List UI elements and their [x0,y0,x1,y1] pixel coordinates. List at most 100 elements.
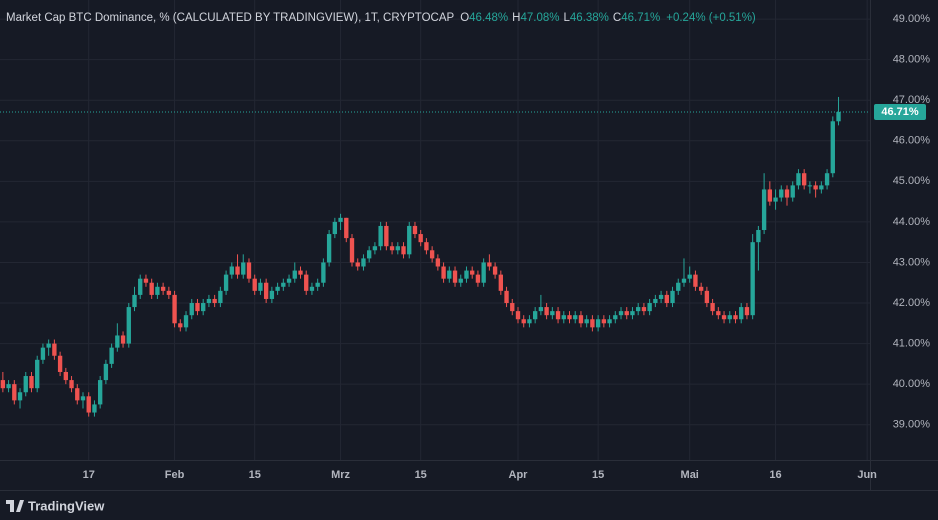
y-tick-label: 44.00% [893,216,931,228]
candle-body [109,347,114,364]
candle-body [195,303,200,312]
candle-body [160,286,166,291]
candle-body [40,347,46,360]
x-tick-label: Apr [509,469,529,481]
candle-body [727,315,732,320]
legend-key: H [512,12,520,24]
candle-body [172,294,177,324]
candle-body [304,274,309,291]
legend-change: +0.24% (+0.51%) [666,12,756,24]
candle-body [166,290,172,295]
candle-body [721,315,727,320]
candle-body [458,278,463,283]
brand-name: TradingView [28,498,105,513]
candle-body [412,225,418,235]
candle-body [223,274,229,291]
candle-body [658,294,664,299]
candle-body [653,298,658,304]
y-tick-label: 49.00% [893,13,931,25]
legend-key: C [613,12,621,24]
candle-body [138,278,143,295]
candle-body [813,185,818,190]
candle-body [784,189,790,198]
candle-body [618,311,624,316]
candle-body [824,173,830,186]
candle-body [75,388,80,401]
y-tick-label: 43.00% [893,256,931,268]
candle-body [613,315,618,320]
y-tick-label: 48.00% [893,54,931,66]
candle-body [452,270,458,283]
y-tick-label: 41.00% [893,337,931,349]
candle-body [292,270,297,279]
candle-body [378,225,383,247]
candle-body [263,282,269,299]
chart-title: Market Cap BTC Dominance, % (CALCULATED … [6,12,455,24]
candle-body [275,286,280,291]
candle-body [149,282,154,295]
candle-body [298,270,303,275]
x-tick-label: 15 [249,469,261,481]
candle-body [424,242,429,251]
candle-body [332,221,338,235]
candle-body [132,294,137,308]
y-tick-label: 46.00% [893,135,931,147]
candle-body [744,307,750,316]
last-price-label: 46.71% [881,106,919,118]
candle-body [52,343,57,356]
candle-body [819,185,824,190]
candle-body [115,335,120,348]
y-tick-label: 40.00% [893,378,931,390]
candle-body [281,282,286,287]
y-tick-label: 39.00% [893,419,931,431]
candle-body [178,323,183,328]
candle-body [418,234,423,243]
legend-value: 46.38% [570,12,609,24]
candle-body [676,282,681,291]
legend-value: 47.08% [520,12,559,24]
candle-body [92,404,97,413]
candle-body [0,380,6,389]
candle-body [487,262,492,267]
x-tick-label: 15 [592,469,604,481]
candle-body [538,307,544,312]
x-tick-label: Jun [857,469,877,481]
candle-body [716,311,721,316]
brand-logo [6,500,24,512]
candle-body [103,363,109,381]
candle-body [23,376,28,393]
candle-body [510,303,515,312]
candle-body [641,307,647,312]
candle-body [241,262,246,275]
candle-body [498,274,503,291]
candle-body [698,286,704,291]
candle-body [441,266,446,279]
brand: TradingView [6,498,105,513]
candle-body [481,262,486,283]
candle-body [584,319,589,324]
candle-body [349,238,355,263]
candle-body [206,298,212,304]
chart-legend: Market Cap BTC Dominance, % (CALCULATED … [6,12,756,24]
candle-body [143,278,149,283]
candle-body [384,225,389,247]
candle-body [269,290,275,299]
candle-body [155,286,160,295]
legend-value: 46.48% [469,12,508,24]
candle-body [212,298,217,304]
candle-body [601,319,607,324]
candle-body [395,246,400,251]
candle-body [733,315,738,320]
candle-body [183,315,189,328]
x-tick-label: 17 [83,469,95,481]
candle-body [607,319,612,324]
candle-body [561,315,566,320]
y-tick-label: 45.00% [893,175,931,187]
candle-body [492,266,498,275]
candle-body [704,290,710,304]
candle-body [429,250,435,259]
candle-body [767,189,773,202]
